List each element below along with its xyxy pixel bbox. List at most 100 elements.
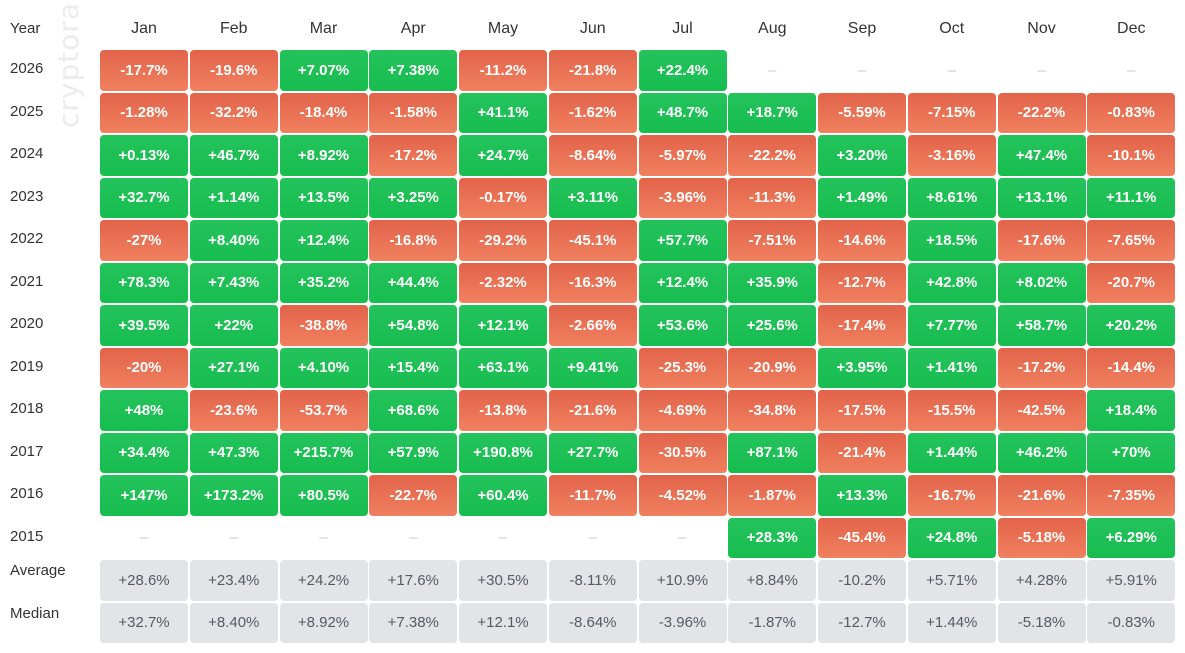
month-header-mar: Mar	[309, 20, 338, 37]
cell-2022-jul: +57.7%	[638, 220, 727, 261]
cell-2015-jun: –	[588, 529, 597, 547]
cell-2019-apr: +15.4%	[369, 347, 458, 388]
cell-2015-may: –	[498, 529, 508, 547]
row-label-2026: 2026	[10, 60, 44, 77]
cell-2020-apr: +54.8%	[369, 305, 458, 346]
cell-average-jun: -8.11%	[548, 560, 637, 601]
cell-2018-feb: -23.6%	[189, 390, 278, 431]
cell-2017-mar: +215.7%	[279, 432, 368, 473]
cell-2021-oct: +42.8%	[907, 262, 996, 303]
cell-2024-aug: -22.2%	[728, 135, 817, 176]
cell-2019-dec: -14.4%	[1087, 347, 1176, 388]
cell-median-oct: +1.44%	[907, 602, 996, 643]
cell-2025-apr: -1.58%	[369, 92, 458, 133]
month-header-apr: Apr	[400, 20, 426, 37]
cell-median-dec: -0.83%	[1087, 602, 1176, 643]
cell-2022-sep: -14.6%	[818, 220, 906, 261]
cell-2016-may: +60.4%	[459, 475, 547, 516]
cell-2018-oct: -15.5%	[907, 390, 996, 431]
row-label-2019: 2019	[10, 357, 44, 375]
cell-2017-dec: +70%	[1087, 432, 1176, 473]
cell-2022-jan: -27%	[100, 220, 188, 261]
cell-2026-jul: +22.4%	[638, 50, 727, 91]
cell-2024-feb: +46.7%	[189, 135, 278, 176]
cell-2023-apr: +3.25%	[369, 177, 458, 218]
cell-2017-apr: +57.9%	[369, 432, 458, 473]
cell-2021-dec: -20.7%	[1087, 262, 1176, 303]
row-label-2016: 2016	[10, 485, 44, 502]
cell-2023-feb: +1.14%	[189, 177, 278, 218]
cell-2026-aug: –	[768, 61, 777, 79]
cell-2016-mar: +80.5%	[279, 475, 368, 516]
cell-average-jan: +28.6%	[100, 560, 188, 601]
row-label-2015: 2015	[10, 527, 44, 545]
cell-average-jul: +10.9%	[638, 560, 727, 601]
cell-median-jun: -8.64%	[548, 602, 637, 643]
cell-2024-dec: -10.1%	[1087, 135, 1176, 176]
cell-2022-nov: -17.6%	[997, 220, 1086, 261]
cell-2025-feb: -32.2%	[189, 92, 278, 133]
cell-average-nov: +4.28%	[997, 560, 1086, 601]
cell-2020-oct: +7.77%	[907, 305, 996, 346]
cell-2023-oct: +8.61%	[907, 177, 996, 218]
cell-average-mar: +24.2%	[279, 560, 368, 601]
cell-median-jan: +32.7%	[100, 602, 188, 643]
row-label-2021: 2021	[10, 272, 44, 290]
month-header-jul: Jul	[672, 20, 693, 37]
cell-2023-may: -0.17%	[459, 177, 547, 218]
cell-median-feb: +8.40%	[189, 602, 278, 643]
cell-2016-jul: -4.52%	[638, 475, 727, 516]
cell-2017-jul: -30.5%	[638, 432, 727, 473]
row-label-2024: 2024	[10, 145, 44, 162]
cell-median-nov: -5.18%	[997, 602, 1086, 643]
cell-2026-feb: -19.6%	[189, 50, 278, 91]
month-header-may: May	[487, 20, 519, 37]
cell-2024-jul: -5.97%	[638, 135, 727, 176]
cell-2026-sep: –	[857, 61, 867, 79]
cell-2021-may: -2.32%	[459, 262, 547, 303]
cell-2015-aug: +28.3%	[728, 517, 817, 558]
cell-2018-jul: -4.69%	[638, 390, 727, 431]
cell-2020-dec: +20.2%	[1087, 305, 1176, 346]
cell-2017-sep: -21.4%	[818, 432, 906, 473]
cell-2016-apr: -22.7%	[369, 475, 458, 516]
cell-2025-jan: -1.28%	[100, 92, 188, 133]
cell-median-mar: +8.92%	[279, 602, 368, 643]
cell-median-may: +12.1%	[459, 602, 547, 643]
cell-average-oct: +5.71%	[907, 560, 996, 601]
cell-2024-mar: +8.92%	[279, 135, 368, 176]
cell-2023-jun: +3.11%	[548, 177, 637, 218]
cell-2022-feb: +8.40%	[189, 220, 278, 261]
month-header-jun: Jun	[579, 20, 606, 37]
cell-2019-mar: +4.10%	[279, 347, 368, 388]
cell-2021-sep: -12.7%	[818, 262, 906, 303]
cell-2018-dec: +18.4%	[1087, 390, 1176, 431]
cell-median-aug: -1.87%	[728, 602, 817, 643]
cell-2017-feb: +47.3%	[189, 432, 278, 473]
cell-2017-may: +190.8%	[459, 432, 547, 473]
cell-2019-nov: -17.2%	[997, 347, 1086, 388]
row-label-2018: 2018	[10, 400, 44, 417]
cell-2016-dec: -7.35%	[1087, 475, 1176, 516]
cell-2021-jun: -16.3%	[548, 262, 637, 303]
cell-2024-nov: +47.4%	[997, 135, 1086, 176]
cell-2021-apr: +44.4%	[369, 262, 458, 303]
month-header-nov: Nov	[1027, 20, 1056, 37]
cell-2023-aug: -11.3%	[728, 177, 817, 218]
cell-2026-apr: +7.38%	[369, 50, 458, 91]
cell-2024-sep: +3.20%	[818, 135, 906, 176]
cell-2022-dec: -7.65%	[1087, 220, 1176, 261]
cell-2025-oct: -7.15%	[907, 92, 996, 133]
cell-2019-sep: +3.95%	[818, 347, 906, 388]
cell-2022-may: -29.2%	[459, 220, 547, 261]
cell-2019-oct: +1.41%	[907, 347, 996, 388]
cell-2026-nov: –	[1037, 61, 1046, 79]
cell-2023-mar: +13.5%	[279, 177, 368, 218]
cell-2024-jun: -8.64%	[548, 135, 637, 176]
watermark-text: cryptorank	[52, 0, 85, 128]
cell-2019-aug: -20.9%	[728, 347, 817, 388]
cell-2021-nov: +8.02%	[997, 262, 1086, 303]
month-header-aug: Aug	[758, 20, 787, 37]
year-column-header: Year	[10, 20, 41, 37]
